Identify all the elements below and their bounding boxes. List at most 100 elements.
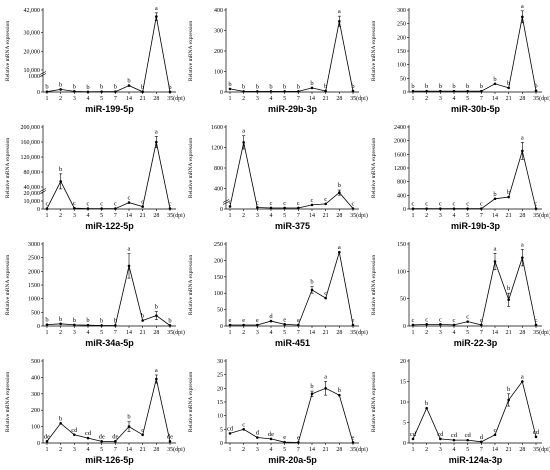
data-point [127, 264, 131, 268]
significance-letter: a [521, 134, 524, 141]
data-point [59, 88, 62, 91]
data-point [425, 406, 428, 410]
x-tick-label: 1 [412, 96, 415, 102]
y-tick-label: 400 [31, 375, 40, 381]
x-tick-label: 2 [242, 96, 245, 102]
x-tick-label: 5 [100, 447, 103, 453]
significance-letter: e [283, 316, 286, 323]
x-tick-label: 35(dpi) [533, 329, 550, 336]
x-tick-label: 3 [73, 447, 76, 453]
x-tick-label: 28 [519, 330, 525, 336]
significance-letter: de [167, 433, 173, 440]
data-point [324, 296, 327, 300]
x-tick-label: 1 [46, 213, 49, 219]
significance-letter: c [412, 201, 415, 208]
data-point [310, 288, 314, 292]
significance-letter: cd [227, 425, 234, 432]
data-point [534, 207, 538, 210]
y-tick-label: 50 [217, 308, 223, 314]
y-tick-label: 2000 [394, 139, 406, 145]
significance-letter: a [521, 374, 524, 381]
x-tick-label: 2 [59, 447, 62, 453]
chart-title: miR-375 [275, 221, 310, 231]
significance-letter: b [283, 83, 286, 90]
series-line [46, 378, 171, 442]
y-tick-label: 120,000 [21, 155, 41, 161]
x-tick-label: 1 [229, 330, 232, 336]
significance-letter: c [46, 201, 49, 208]
significance-letter: d [269, 313, 273, 320]
y-tick-label: 1000 [28, 74, 40, 80]
significance-letter: b [141, 84, 144, 91]
y-tick-label: 250 [214, 242, 223, 248]
significance-letter: a [338, 244, 341, 251]
data-point [452, 207, 456, 210]
data-point [256, 436, 259, 439]
y-tick-label: 100 [397, 63, 406, 69]
significance-letter: b [127, 414, 130, 421]
significance-letter: e [229, 317, 232, 324]
y-tick-label: 0 [37, 441, 40, 447]
chart-panel-mir-19b-3p: 0 400 800 1200 1600 2000 2400 Relative mRNA exp… [366, 117, 550, 234]
y-axis-label: Relative mRNA expression [5, 138, 11, 198]
significance-letter: c [73, 200, 76, 207]
significance-letter: b [114, 317, 117, 324]
significance-letter: c [453, 317, 456, 324]
data-point [310, 392, 314, 396]
data-point [141, 319, 144, 322]
data-point [411, 323, 415, 327]
significance-letter: e [352, 317, 355, 324]
significance-letter: b [168, 317, 171, 324]
data-point [86, 436, 90, 440]
y-axis-label: Relative mRNA expression [188, 372, 194, 432]
y-tick-label: 10 [400, 400, 406, 406]
y-tick-label: 150 [397, 242, 406, 248]
x-tick-label: 21 [506, 213, 512, 219]
chart-panel-mir-34a-5p: 0 500 1000 1500 2000 2500 3000 Relative mRNA ex… [0, 234, 185, 351]
x-tick-label: 14 [492, 447, 498, 453]
significance-letter: b [507, 189, 510, 196]
y-tick-label: 200 [214, 49, 223, 55]
x-tick-label: 4 [270, 213, 273, 219]
y-tick-label: 1600 [211, 125, 223, 131]
significance-letter: a [155, 5, 158, 12]
series-line [412, 380, 537, 443]
y-tick-label: 0 [220, 324, 223, 330]
significance-letter: b [141, 313, 144, 320]
series-line [413, 16, 537, 92]
data-point [168, 207, 172, 210]
x-tick-label: 3 [256, 213, 259, 219]
x-tick-label: 1 [412, 330, 415, 336]
significance-letter: e [352, 434, 355, 441]
data-point [269, 437, 273, 441]
chart-svg: 0 5 10 15 20 Relative mRNA expression 1 2 3 4 5 7 14… [371, 359, 550, 465]
data-point [425, 207, 428, 210]
data-point [242, 90, 245, 93]
data-point [297, 90, 300, 93]
significance-letter: b [59, 166, 62, 173]
x-tick-label: 3 [256, 447, 259, 453]
data-point [480, 323, 483, 327]
y-tick-label: 20,000 [24, 49, 41, 55]
data-point [297, 441, 300, 444]
chart-panel-mir-122-5p: 0 10,000 20,000 40,000 80,000 120,000 160,000 2… [0, 117, 185, 234]
chart-title: miR-22-3p [454, 338, 498, 348]
x-tick-label: 14 [309, 96, 315, 102]
data-point [73, 323, 76, 327]
data-point [228, 87, 232, 91]
x-tick-label: 5 [283, 447, 286, 453]
y-tick-label: 1200 [211, 146, 223, 152]
significance-letter: c [283, 200, 286, 207]
x-tick-label: 1 [412, 447, 415, 453]
series-line [230, 252, 354, 326]
significance-letter: c [311, 197, 314, 204]
chart-title: miR-34a-5p [85, 338, 134, 348]
significance-letter: c [270, 200, 273, 207]
significance-letter: c [535, 201, 538, 208]
data-point [521, 149, 524, 153]
significance-letter: d [480, 434, 484, 441]
data-point [269, 90, 273, 93]
data-point [168, 324, 172, 327]
x-tick-label: 35(dpi) [533, 446, 550, 453]
